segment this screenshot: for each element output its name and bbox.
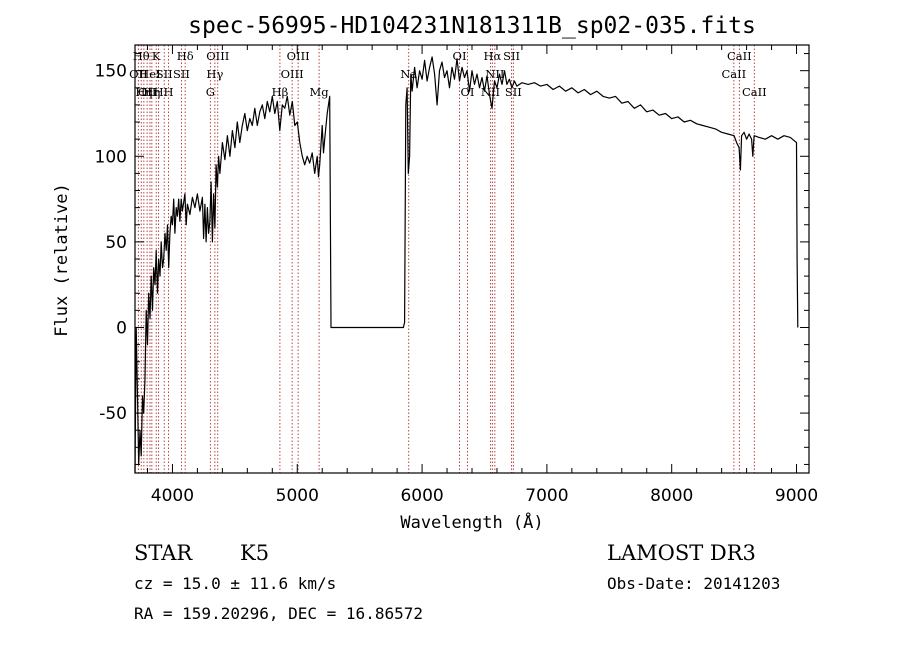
- y-tick-label: 150: [95, 62, 127, 82]
- y-axis-label: Flux (relative): [52, 183, 72, 337]
- spectral-line-label: NII: [485, 67, 504, 81]
- spectral-line-label: H: [164, 85, 174, 99]
- spectral-line-label: SII: [173, 67, 190, 81]
- x-tick-label: 8000: [650, 486, 693, 506]
- spectral-line-label: Hγ: [206, 67, 223, 81]
- x-tick-label: 7000: [525, 486, 568, 506]
- y-tick-label: 100: [95, 147, 127, 167]
- spectral-line-labels: OIIHθHηOIIHeIHηKHSIIHSIIHδGHγOIIIHβOIIIO…: [129, 49, 767, 99]
- spectral-line-label: CaII: [727, 49, 752, 63]
- spectral-line-label: OIII: [281, 67, 304, 81]
- spectral-line-label: Mg: [310, 85, 330, 99]
- spectral-line-label: Hθ: [133, 49, 150, 63]
- spectral-line-label: OIII: [287, 49, 310, 63]
- x-tick-label: 9000: [775, 486, 818, 506]
- spectral-line-label: SII: [505, 85, 522, 99]
- spectral-line-label: OI: [453, 49, 467, 63]
- redshift-velocity: cz = 15.0 ± 11.6 km/s: [134, 574, 336, 593]
- y-tick-label: 0: [116, 318, 127, 338]
- spectral-line-label: Hδ: [177, 49, 194, 63]
- spectral-line-label: Hη: [135, 85, 152, 99]
- spectral-line-label: OIII: [206, 49, 229, 63]
- plot-frame: [134, 44, 810, 474]
- spectral-line-label: Hα: [483, 49, 501, 63]
- x-axis-ticks: 4000 5000 6000 7000 8000 9000: [146, 45, 818, 506]
- observation-date: Obs-Date: 20141203: [607, 574, 780, 593]
- survey-name: LAMOST DR3: [607, 541, 756, 565]
- spectral-line-label: Hη: [143, 85, 160, 99]
- sky-coordinates: RA = 159.20296, DEC = 16.86572: [134, 604, 423, 623]
- spectral-line-label: SII: [156, 67, 173, 81]
- spectral-line-label: CaII: [742, 85, 767, 99]
- spectral-subclass: K5: [240, 541, 269, 565]
- spectral-line-label: CaII: [721, 67, 746, 81]
- spectral-line-label: OI: [461, 85, 475, 99]
- spectral-line-label: NII: [481, 85, 500, 99]
- y-tick-label: 50: [105, 233, 127, 253]
- spectral-line-label: H: [154, 85, 164, 99]
- x-tick-label: 6000: [400, 486, 443, 506]
- spectral-line-label: OII: [138, 85, 157, 99]
- spectral-line-markers: [137, 45, 755, 473]
- spectral-line-label: Hβ: [272, 85, 289, 99]
- x-tick-label: 5000: [276, 486, 319, 506]
- spectral-line-label: SII: [503, 49, 520, 63]
- spectrum-series-line: [134, 56, 799, 474]
- y-tick-label: -50: [99, 404, 127, 424]
- spectral-line-label: HeI: [139, 67, 160, 81]
- spectral-line-label: G: [206, 85, 215, 99]
- x-tick-label: 4000: [151, 486, 194, 506]
- chart-title: spec-56995-HD104231N181311B_sp02-035.fit…: [188, 13, 756, 39]
- x-axis-label: Wavelength (Å): [400, 511, 543, 533]
- object-class: STAR: [134, 541, 193, 565]
- spectral-line-label: K: [152, 49, 161, 63]
- y-axis-ticks: -50 0 50 100 150: [95, 53, 809, 465]
